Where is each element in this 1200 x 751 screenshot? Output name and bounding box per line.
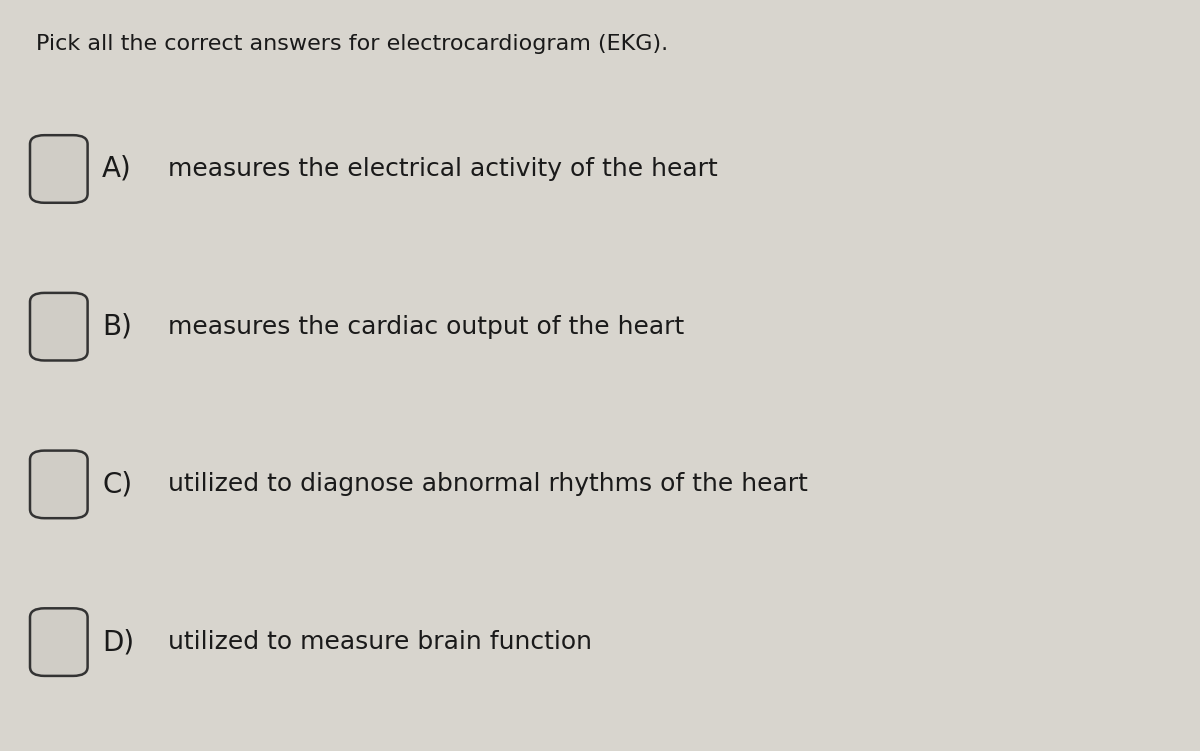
Text: B): B) — [102, 312, 132, 341]
Text: utilized to measure brain function: utilized to measure brain function — [168, 630, 592, 654]
FancyBboxPatch shape — [30, 293, 88, 360]
Text: D): D) — [102, 628, 134, 656]
Text: Pick all the correct answers for electrocardiogram (EKG).: Pick all the correct answers for electro… — [36, 34, 668, 54]
Text: measures the electrical activity of the heart: measures the electrical activity of the … — [168, 157, 718, 181]
FancyBboxPatch shape — [30, 608, 88, 676]
Text: measures the cardiac output of the heart: measures the cardiac output of the heart — [168, 315, 684, 339]
FancyBboxPatch shape — [30, 451, 88, 518]
Text: A): A) — [102, 155, 132, 183]
Text: utilized to diagnose abnormal rhythms of the heart: utilized to diagnose abnormal rhythms of… — [168, 472, 808, 496]
Text: C): C) — [102, 470, 132, 499]
FancyBboxPatch shape — [30, 135, 88, 203]
